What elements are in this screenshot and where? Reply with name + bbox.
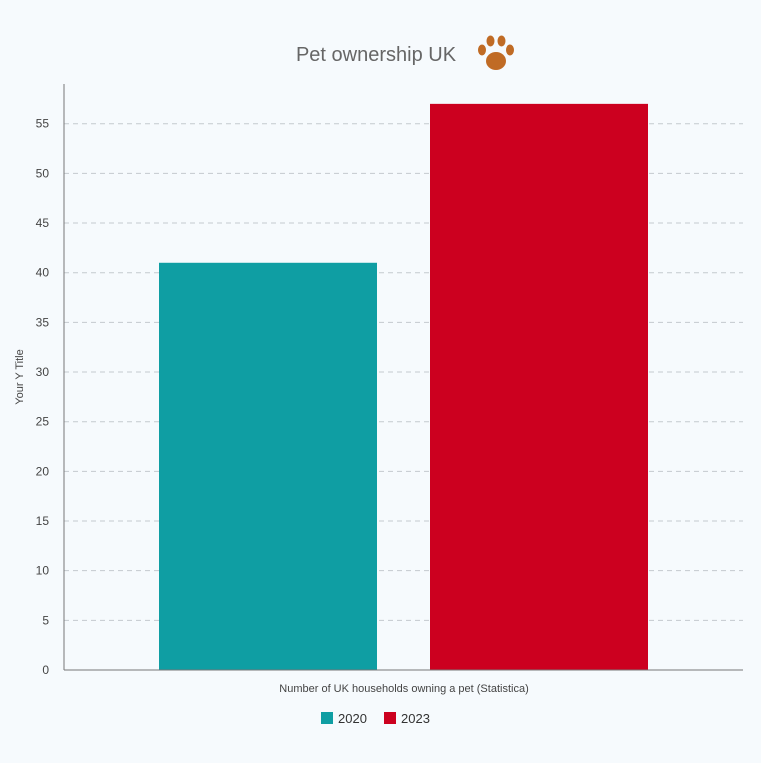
bar-2020[interactable]: [159, 262, 377, 670]
y-tick-label: 20: [36, 464, 50, 478]
y-tick-label: 30: [36, 365, 50, 379]
bars: [159, 103, 648, 671]
legend-label-2023[interactable]: 2023: [401, 711, 430, 726]
legend: 2020 2023: [321, 711, 430, 726]
y-tick-label: 40: [36, 266, 50, 280]
y-tick-label: 55: [36, 117, 50, 131]
legend-label-2020[interactable]: 2020: [338, 711, 367, 726]
y-tick-label: 45: [36, 216, 50, 230]
legend-swatch-2020[interactable]: [321, 712, 333, 724]
y-tick-label: 50: [36, 166, 50, 180]
x-axis-title: Number of UK households owning a pet (St…: [279, 683, 528, 695]
chart-title: Pet ownership UK: [296, 35, 514, 70]
legend-swatch-2023[interactable]: [384, 712, 396, 724]
y-tick-label: 35: [36, 315, 50, 329]
y-axis-ticks: 0 5 10 15 20 25 30 35 40 45 50 55: [36, 117, 50, 677]
y-tick-label: 15: [36, 514, 50, 528]
y-tick-label: 0: [42, 663, 49, 677]
y-tick-label: 25: [36, 415, 50, 429]
y-tick-label: 10: [36, 564, 50, 578]
chart-title-text: Pet ownership UK: [296, 44, 457, 66]
bar-2023[interactable]: [430, 103, 648, 671]
paw-icon: [478, 35, 514, 70]
y-tick-label: 5: [42, 613, 49, 627]
y-axis-title: Your Y Title: [14, 349, 26, 404]
